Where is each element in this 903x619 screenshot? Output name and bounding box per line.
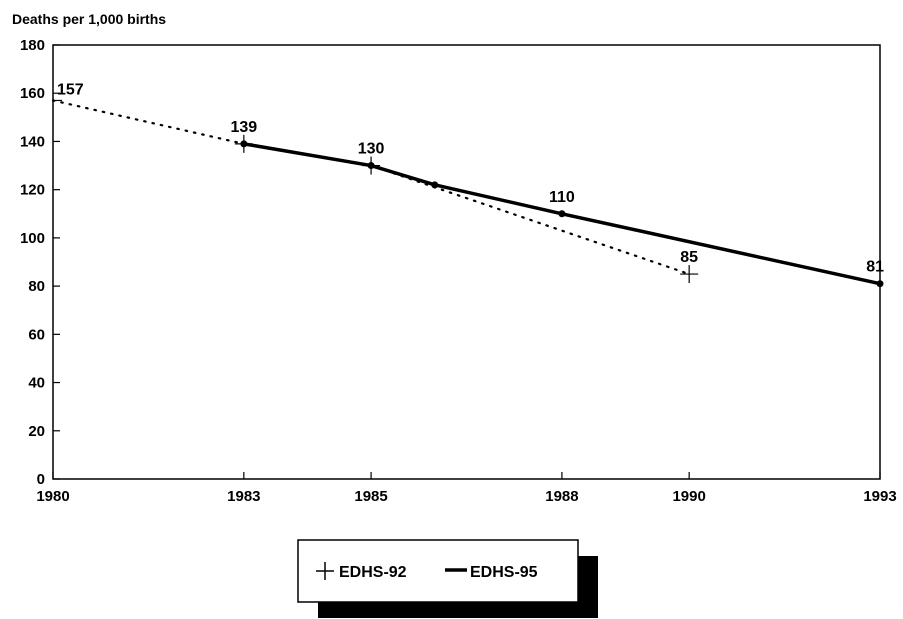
data-label-edhs95: 81 <box>866 259 884 276</box>
series-edhs92-line <box>51 99 691 276</box>
x-tick-label: 1990 <box>672 488 705 505</box>
data-labels: 157 139 130 85 110 81 <box>57 81 884 275</box>
y-tick-label: 40 <box>28 375 45 392</box>
x-axis: 1980 1983 1985 1988 1990 1993 <box>36 472 897 505</box>
y-tick-label: 140 <box>20 133 45 150</box>
y-axis-label: Deaths per 1,000 births <box>12 11 166 27</box>
data-label-edhs92: 157 <box>57 81 84 98</box>
y-tick-label: 100 <box>20 230 45 247</box>
y-tick-label: 180 <box>20 37 45 54</box>
data-label-edhs95: 110 <box>549 189 575 206</box>
series-edhs92-point <box>680 265 699 284</box>
y-axis: 0 20 40 60 80 100 120 140 160 180 <box>20 37 60 488</box>
y-tick-label: 160 <box>20 85 45 102</box>
data-label-edhs92: 139 <box>230 119 257 136</box>
series-layer <box>51 99 884 288</box>
x-tick-label: 1985 <box>354 488 387 505</box>
legend-label-edhs95: EDHS-95 <box>470 564 538 581</box>
series-edhs95-point <box>367 162 375 170</box>
legend-box <box>297 539 579 603</box>
data-label-edhs92: 85 <box>680 249 698 266</box>
x-tick-label: 1988 <box>545 488 578 505</box>
legend-label-edhs92: EDHS-92 <box>339 564 407 581</box>
x-tick-label: 1983 <box>227 488 260 505</box>
y-tick-label: 0 <box>37 471 45 488</box>
plot-area-frame <box>52 44 881 480</box>
y-tick-label: 60 <box>28 326 45 343</box>
legend-marker-edhs92 <box>316 562 334 580</box>
series-edhs95-point <box>876 280 884 288</box>
x-tick-label: 1980 <box>36 488 69 505</box>
series-edhs95-point <box>431 181 439 189</box>
y-tick-label: 120 <box>20 182 45 199</box>
data-label-edhs92: 130 <box>358 141 385 158</box>
y-tick-label: 80 <box>28 278 45 295</box>
x-tick-label: 1993 <box>863 488 896 505</box>
series-edhs95-point <box>240 140 248 148</box>
legend: EDHS-92 EDHS-95 <box>297 539 598 618</box>
y-tick-label: 20 <box>28 423 45 440</box>
series-edhs95-point <box>558 210 566 218</box>
